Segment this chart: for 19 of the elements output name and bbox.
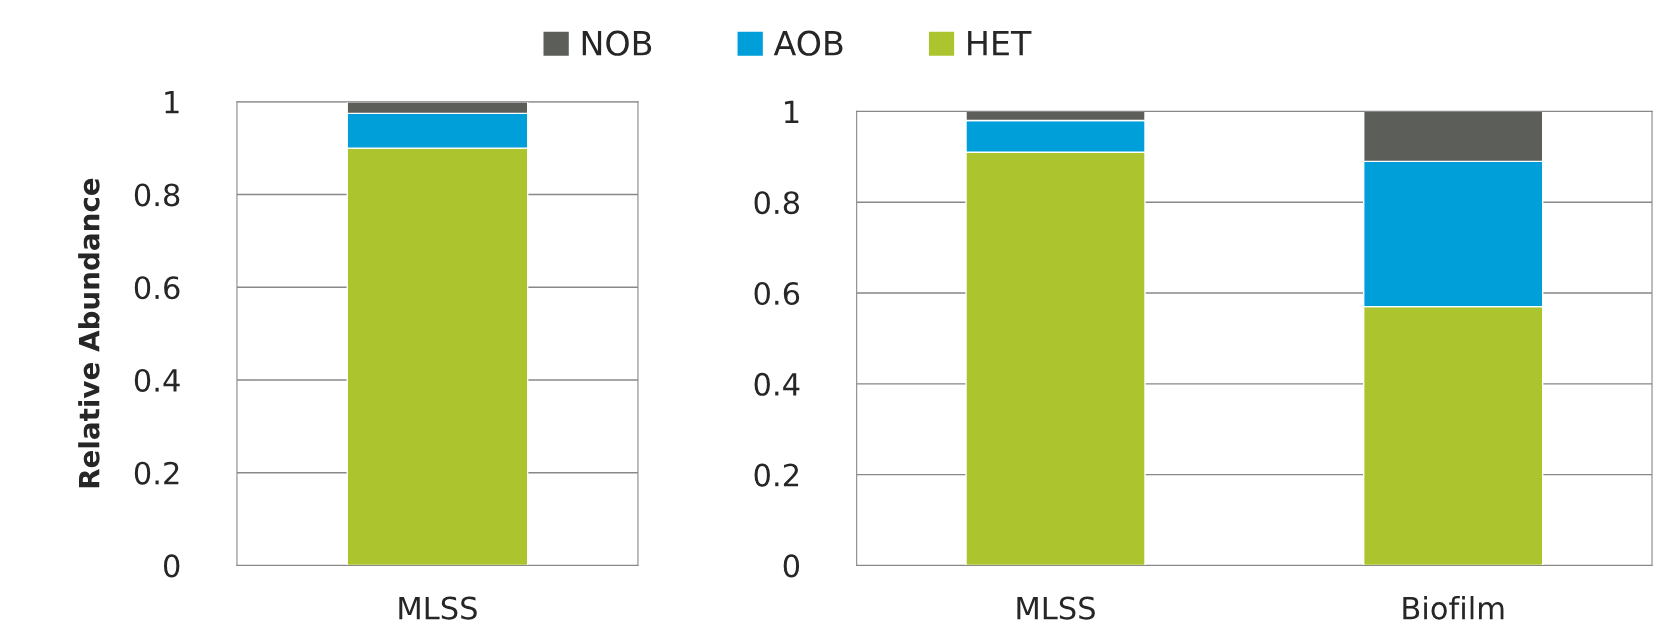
y-tick-label: 1 <box>785 100 799 124</box>
y-tick-label: 0.4 <box>754 372 800 396</box>
x-tick-label: MLSS <box>399 596 477 620</box>
y-tick-label: 0.4 <box>134 368 180 392</box>
y-tick-label: 0.6 <box>134 276 180 300</box>
y-tick-label: 0.2 <box>134 461 179 485</box>
legend-label: NOB <box>582 30 652 56</box>
legend-label: HET <box>968 31 1032 56</box>
legend-label: AOB <box>773 30 843 56</box>
x-tick-label: Biofilm <box>1403 595 1504 620</box>
y-tick-label: 0.6 <box>754 281 800 306</box>
y-axis-title: Relative Abundance <box>78 178 100 488</box>
y-tick-label: 1 <box>165 91 179 114</box>
y-tick-label: 0.8 <box>754 191 800 215</box>
y-tick-label: 0 <box>163 554 180 578</box>
y-tick-label: 0 <box>783 554 800 578</box>
y-tick-label: 0.8 <box>134 183 180 207</box>
x-tick-label: MLSS <box>1017 596 1095 620</box>
y-tick-label: 0.2 <box>754 463 799 487</box>
